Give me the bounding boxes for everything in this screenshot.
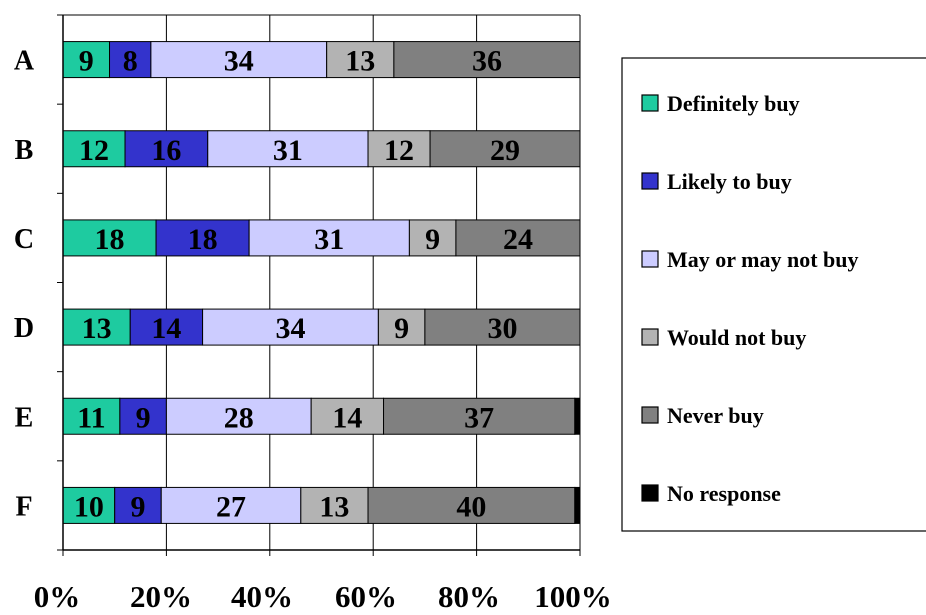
data-label: 11 xyxy=(77,401,105,434)
data-label: 27 xyxy=(216,490,246,523)
data-label: 9 xyxy=(136,401,151,434)
category-label: C xyxy=(14,224,34,255)
data-label: 12 xyxy=(79,134,109,167)
bar-segment xyxy=(248,219,410,257)
category-label: D xyxy=(14,313,34,344)
bar-segment xyxy=(574,486,581,524)
gridlines xyxy=(62,14,581,550)
data-label: 34 xyxy=(275,312,305,345)
data-label: 30 xyxy=(487,312,517,345)
data-label: 13 xyxy=(319,490,349,523)
legend-label: Definitely buy xyxy=(667,91,800,116)
bar-segment xyxy=(129,308,204,346)
bar-segment xyxy=(326,41,395,79)
bar-segment xyxy=(62,397,121,435)
data-label: 8 xyxy=(123,45,138,78)
data-label: 9 xyxy=(425,223,440,256)
legend-label: Likely to buy xyxy=(667,169,792,194)
bar-segment xyxy=(62,486,116,524)
x-tick-label: 0% xyxy=(34,579,81,614)
bar-segment xyxy=(62,308,131,346)
bar-segment xyxy=(377,308,426,346)
data-label: 24 xyxy=(503,223,533,256)
legend-label: May or may not buy xyxy=(667,247,859,272)
data-label: 9 xyxy=(394,312,409,345)
data-label: 13 xyxy=(345,45,375,78)
data-label: 31 xyxy=(273,134,303,167)
data-label: 29 xyxy=(490,134,520,167)
data-label: 40 xyxy=(456,490,486,523)
legend-swatch xyxy=(641,172,659,190)
data-label: 9 xyxy=(79,45,94,78)
legend-swatch xyxy=(641,328,659,346)
data-label: 18 xyxy=(188,223,218,256)
data-label: 18 xyxy=(95,223,125,256)
axes: A B C D E F 0% 20% 40% 60% 80% 100% xyxy=(14,14,612,614)
legend-swatch xyxy=(641,94,659,112)
data-label: 12 xyxy=(384,134,414,167)
bar-segment xyxy=(455,219,581,257)
bar-segment xyxy=(119,397,167,435)
legend-box xyxy=(621,57,926,532)
bar-segment xyxy=(367,486,576,524)
bar-segment xyxy=(424,308,581,346)
legend-label: Would not buy xyxy=(667,325,806,350)
category-label: F xyxy=(15,491,32,522)
bar-segment xyxy=(310,397,385,435)
x-tick-label: 80% xyxy=(438,579,500,614)
bar-segment xyxy=(150,41,328,79)
bar-segment xyxy=(109,41,152,79)
legend-swatch xyxy=(641,484,659,502)
bar-segment xyxy=(155,219,250,257)
x-tick-label: 100% xyxy=(534,579,612,614)
data-label: 34 xyxy=(224,45,254,78)
data-label: 14 xyxy=(332,401,362,434)
legend-label: Never buy xyxy=(667,403,764,428)
x-tick-label: 20% xyxy=(130,579,192,614)
data-label: 14 xyxy=(151,312,181,345)
data-label: 37 xyxy=(464,401,494,434)
bar-segment xyxy=(408,219,457,257)
data-label: 36 xyxy=(472,45,502,78)
category-label: E xyxy=(15,402,34,433)
bar-segment xyxy=(429,130,581,168)
legend: Definitely buy Likely to buy May or may no… xyxy=(621,57,926,532)
bar-segment xyxy=(62,219,157,257)
legend-swatch xyxy=(641,406,659,424)
category-label: B xyxy=(15,135,34,166)
legend-swatch xyxy=(641,250,659,268)
data-label: 16 xyxy=(151,134,181,167)
data-label: 9 xyxy=(130,490,145,523)
x-tick-label: 40% xyxy=(231,579,293,614)
data-label: 13 xyxy=(82,312,112,345)
bar-segment xyxy=(165,397,312,435)
bar-segment xyxy=(62,130,126,168)
bar-segment xyxy=(300,486,369,524)
legend-label: No response xyxy=(667,481,781,506)
bar-segment xyxy=(367,130,431,168)
bar-segment xyxy=(574,397,581,435)
data-label: 28 xyxy=(224,401,254,434)
bar-segment xyxy=(383,397,576,435)
data-label: 31 xyxy=(314,223,344,256)
data-label: 10 xyxy=(74,490,104,523)
bar-segment xyxy=(160,486,302,524)
bar-segment xyxy=(393,41,581,79)
category-label: A xyxy=(14,46,35,77)
x-tick-label: 60% xyxy=(335,579,397,614)
